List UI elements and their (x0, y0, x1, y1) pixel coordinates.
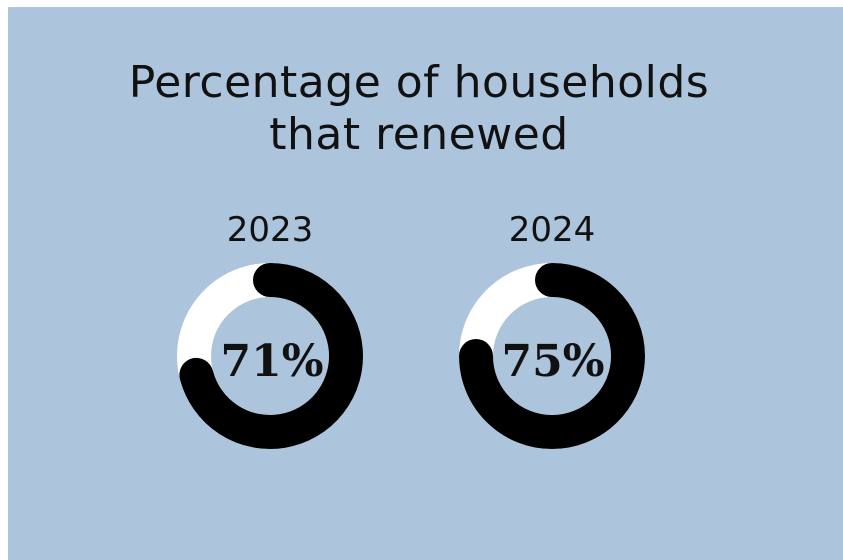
percent-label-2023: 71% (220, 336, 323, 387)
chart-title-line-2: that renewed (269, 109, 569, 160)
percent-label-2024: 75% (501, 336, 604, 387)
year-label-2023: 2023 (227, 210, 314, 250)
chart-panel: Percentage of households that renewed (8, 7, 843, 560)
donut-arc-2024 (459, 263, 645, 449)
year-label-2024: 2024 (509, 210, 596, 250)
donut-group-2023: 2023 71% (177, 210, 363, 449)
chart-title-line-1: Percentage of households (128, 57, 710, 108)
donut-arc-2023 (179, 263, 363, 449)
chart-title: Percentage of households that renewed (8, 57, 830, 161)
donut-group-2024: 2024 75% (459, 210, 645, 449)
